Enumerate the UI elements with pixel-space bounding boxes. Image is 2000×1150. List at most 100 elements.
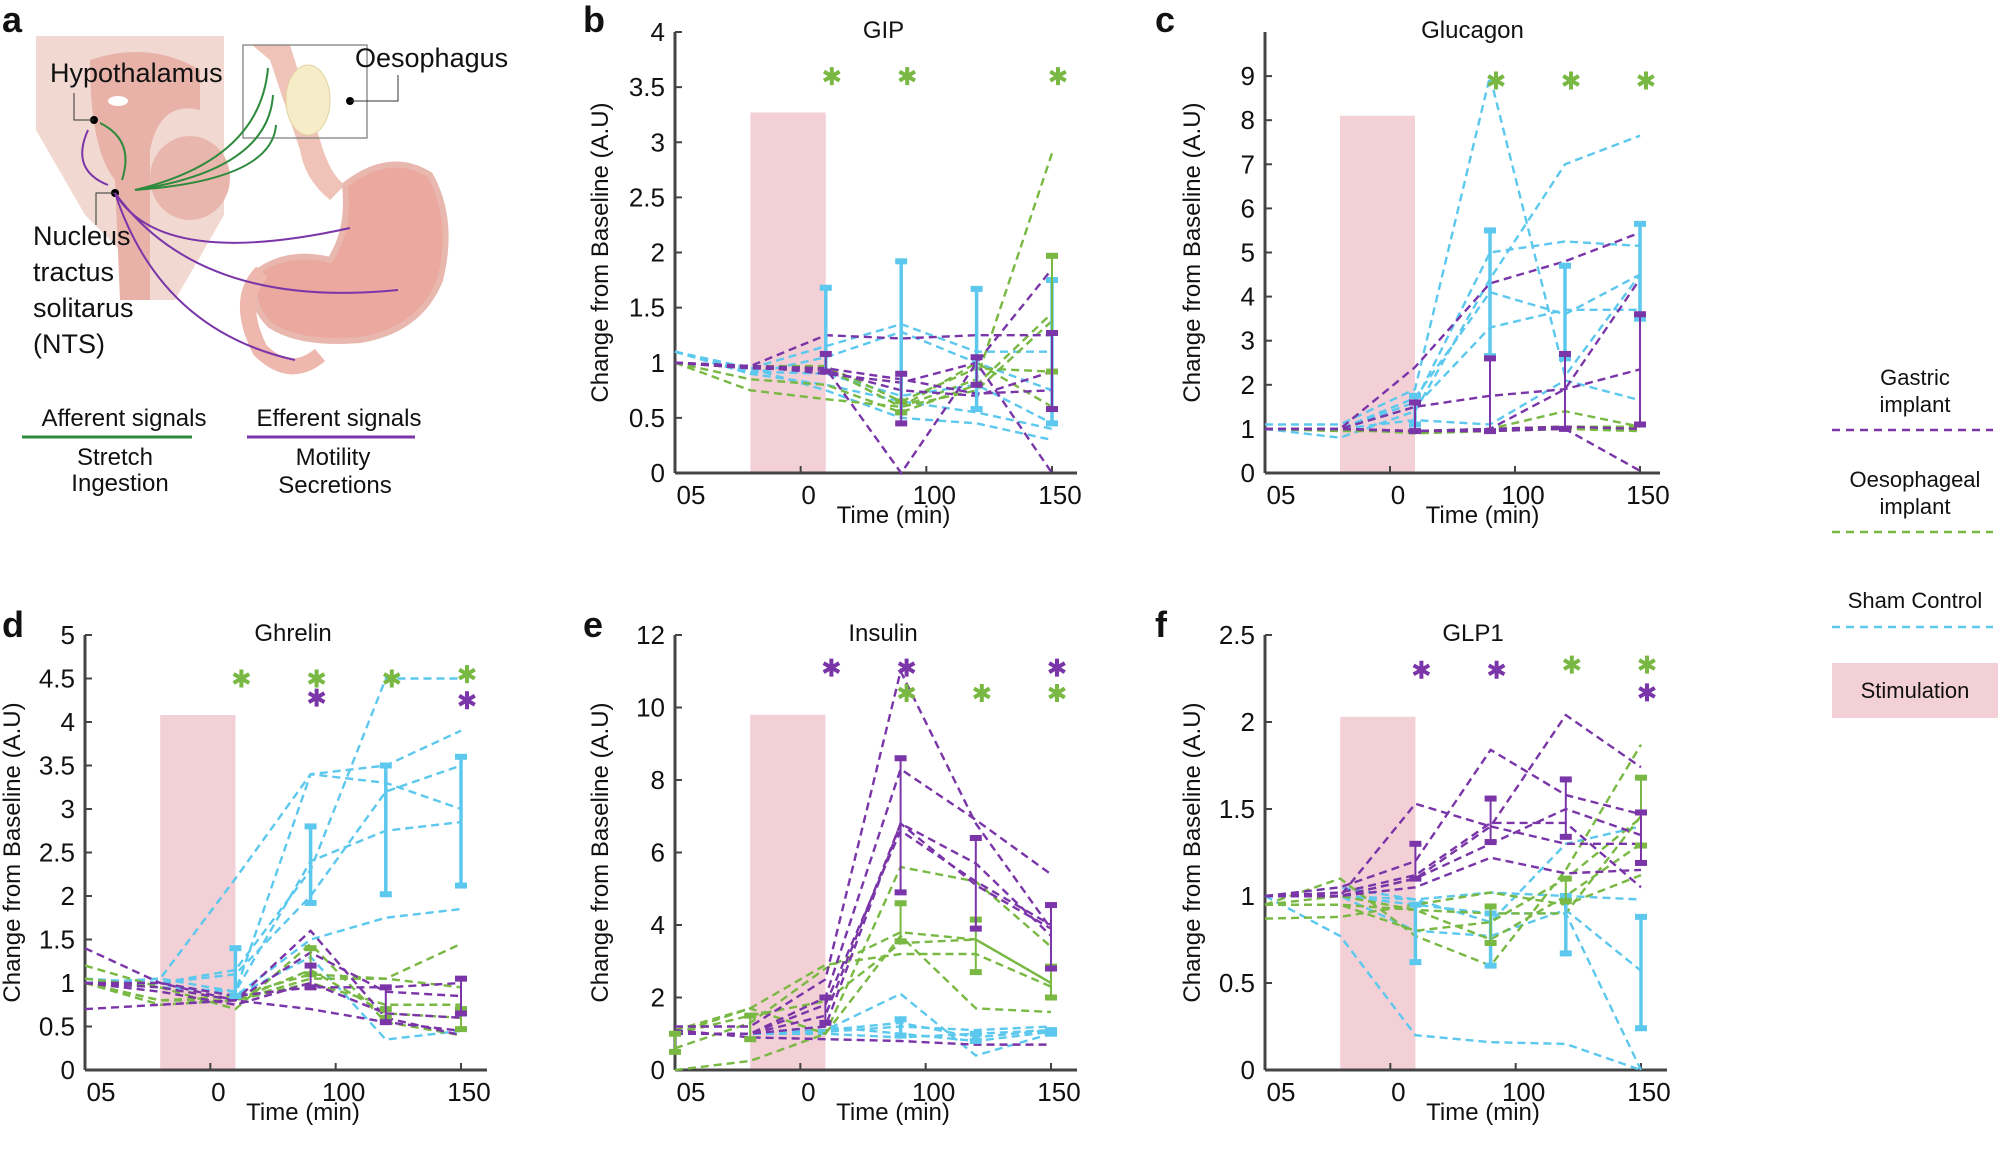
hypothalamus-label: Hypothalamus: [50, 58, 223, 88]
y-tick-label: 2: [651, 238, 665, 268]
gastric-significance-star: [822, 658, 841, 677]
gastric-series-line: [674, 361, 1053, 395]
oesophageal-series-line: [84, 977, 462, 1002]
y-tick-label: 0.5: [629, 403, 665, 433]
y-tick-label: 4: [1241, 282, 1255, 312]
bolus-shape: [285, 64, 331, 136]
legend-stimulation-swatch: [1832, 663, 1998, 718]
gastric-series-line: [84, 951, 462, 1002]
y-tick-label: 4: [651, 17, 665, 47]
sham-error-cap: [970, 285, 983, 292]
stimulation-band: [1340, 115, 1415, 473]
sham-series-line: [1264, 894, 1642, 1072]
gastric-error-cap: [1045, 902, 1057, 909]
stimulation-band: [750, 112, 826, 474]
oesophageal-significance-star: [232, 669, 251, 688]
gastric-error-cap: [819, 1019, 832, 1026]
y-tick-label: 4: [651, 910, 665, 940]
y-tick-label: 3: [61, 794, 75, 824]
x-tick-label: 150: [1037, 1077, 1080, 1107]
gastric-error-cap: [1635, 859, 1647, 866]
gastric-series-line: [1265, 231, 1641, 431]
oesophageal-error-cap: [669, 1048, 681, 1055]
sham-series-line: [85, 907, 462, 998]
gastric-error-cap: [895, 420, 908, 427]
x-tick-label: 0: [1391, 480, 1405, 510]
sham-error-cap: [819, 284, 832, 291]
chart-title: GIP: [863, 17, 904, 44]
sham-error-cap: [894, 1016, 907, 1023]
stimulation-band: [160, 715, 236, 1070]
oesophageal-error-cap: [1484, 903, 1497, 910]
gastric-error-cap: [304, 962, 317, 969]
gastric-error-cap: [304, 984, 317, 991]
y-tick-label: 2.5: [39, 838, 75, 868]
efferent-item-motility: Motility: [296, 444, 371, 471]
sham-series-line: [674, 322, 1052, 370]
gastric-series-line: [1264, 748, 1642, 898]
y-tick-label: 2: [1241, 370, 1255, 400]
gastric-error-cap: [894, 755, 907, 762]
y-tick-label: 1: [1241, 881, 1255, 911]
gastric-series-line: [1265, 807, 1642, 898]
x-tick-label: 05: [1267, 1077, 1296, 1107]
efferent-title: Efferent signals: [257, 405, 422, 432]
sham-series-line: [1265, 240, 1641, 431]
x-tick-label: 100: [1501, 480, 1544, 510]
y-tick-label: 2: [651, 983, 665, 1013]
gastric-error-cap: [895, 370, 908, 377]
afferent-arrows: [99, 67, 277, 191]
sham-series-line: [675, 1025, 1052, 1043]
sham-series-line: [1264, 825, 1642, 924]
sham-series-line: [84, 772, 462, 985]
x-tick-label: 150: [1627, 1077, 1670, 1107]
x-tick-label: 05: [677, 1077, 706, 1107]
x-tick-label: 0: [801, 480, 815, 510]
gastric-error-cap: [1559, 833, 1572, 840]
gastric-error-cap: [1045, 965, 1057, 972]
chart-title: Ghrelin: [254, 620, 331, 647]
sham-series-line: [84, 764, 462, 985]
oesophageal-series-line: [84, 942, 462, 1002]
y-tick-label: 0: [651, 458, 665, 488]
sham-error-cap: [1559, 950, 1572, 957]
gastric-series-line: [1265, 368, 1641, 431]
sham-series-line: [1265, 75, 1641, 426]
sham-series-line: [1265, 894, 1642, 972]
nts-label-line1: Nucleus: [33, 221, 131, 251]
gastric-series-line: [1265, 425, 1641, 433]
gastric-series-line: [84, 929, 462, 1037]
sham-series-line: [675, 1021, 1052, 1039]
afferent-item-stretch: Stretch: [77, 444, 153, 471]
chart-b: b 0 0.5 1 1.5 2 2.5 3 3.5 4 05 0 100 150 Time (min) Cha…: [583, 0, 1082, 529]
sham-error-cap: [1484, 962, 1497, 969]
oesophageal-error-cap: [1484, 939, 1497, 946]
y-axis-label: Change from Baseline (A.U): [0, 702, 26, 1002]
x-axis-label: Time (min): [246, 1099, 360, 1126]
chart-d: d 0 0.5 1 1.5 2 2.5 3 3.5 4 4.5 5 05 0 100 150 Time (min…: [0, 604, 491, 1126]
gastric-error-cap: [1409, 840, 1422, 847]
y-tick-label: 3.5: [629, 72, 665, 102]
sham-error-cap: [229, 945, 242, 952]
y-tick-label: 0: [1241, 1055, 1255, 1085]
sham-error-cap: [304, 899, 317, 906]
y-tick-label: 0.5: [39, 1012, 75, 1042]
sham-error-cap: [1045, 1030, 1057, 1037]
gastric-series-line: [674, 361, 1053, 474]
sham-error-cap: [1046, 420, 1058, 427]
oesophageal-series-line: [1264, 874, 1642, 920]
gastric-series-line: [674, 268, 1053, 476]
sham-series-line: [1265, 379, 1641, 431]
oesophageal-series-line: [674, 312, 1053, 414]
oesophageal-error-cap: [1635, 774, 1647, 781]
efferent-arrows: [81, 129, 399, 361]
oesophageal-significance-star: [823, 67, 841, 86]
sham-series-line: [1264, 134, 1641, 439]
oesophageal-series-line: [1264, 744, 1643, 968]
gastric-series-line: [675, 828, 1052, 1035]
y-tick-label: 1.5: [629, 293, 665, 323]
legend-gastric-line2: implant: [1880, 392, 1951, 417]
hypothalamus-leader: [73, 93, 94, 121]
